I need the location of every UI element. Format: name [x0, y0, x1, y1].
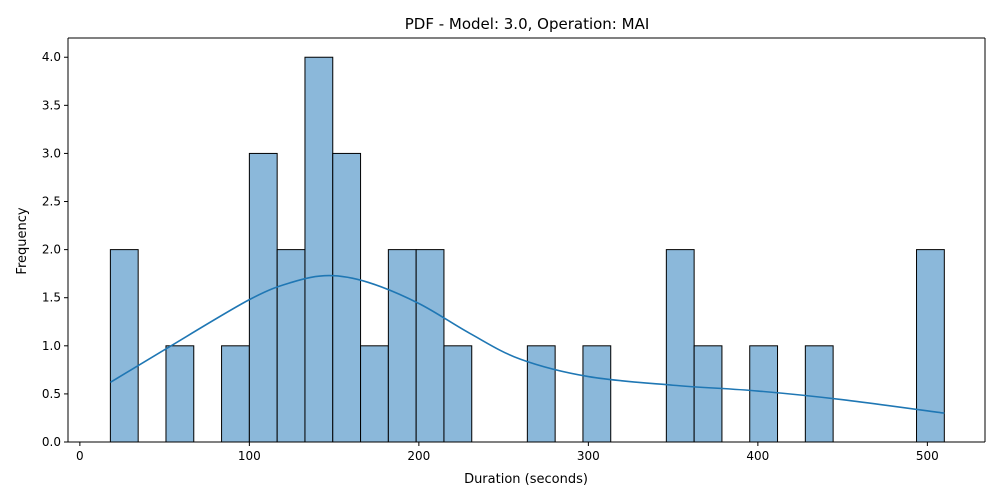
histogram-bar	[276, 249, 306, 443]
histogram-bar	[332, 152, 362, 443]
y-tick-label: 3.5	[42, 98, 61, 112]
y-tick-label: 0.5	[42, 387, 61, 401]
histogram-bar	[304, 56, 334, 443]
y-tick-label: 2.5	[42, 195, 61, 209]
histogram-bar	[804, 345, 834, 443]
axes-layer	[67, 37, 986, 443]
y-tick-label: 1.5	[42, 291, 61, 305]
histogram-bar	[443, 345, 473, 443]
histogram-bar	[165, 345, 195, 443]
x-axis-title: Duration (seconds)	[464, 472, 588, 487]
x-tick-label: 500	[916, 449, 939, 463]
x-tick-label: 400	[746, 449, 769, 463]
y-tick-label: 0.0	[42, 435, 61, 449]
histogram-bar	[360, 345, 389, 443]
histogram-bar	[693, 345, 723, 443]
kde-layer	[109, 274, 945, 414]
y-tick-label: 1.0	[42, 339, 61, 353]
chart-title: PDF - Model: 3.0, Operation: MAI	[405, 15, 650, 33]
x-tick-label: 0	[76, 449, 84, 463]
y-axis-title: Frequency	[15, 207, 30, 274]
histogram-bar	[665, 249, 695, 443]
ticks-layer: 0 100 200 300 400 500 0.0 0.5 1.0 1.5 2.0 2.5 3.0 3.5…	[42, 50, 939, 463]
bars-layer	[109, 56, 945, 443]
histogram-bar	[415, 249, 445, 443]
x-tick-label: 200	[407, 449, 430, 463]
x-tick-label: 100	[238, 449, 261, 463]
histogram-bar	[109, 249, 139, 443]
y-tick-label: 2.0	[42, 243, 61, 257]
histogram-bar	[387, 249, 417, 443]
histogram-bar	[221, 345, 250, 443]
x-tick-label: 300	[577, 449, 600, 463]
histogram-bar	[749, 345, 779, 443]
y-tick-label: 3.0	[42, 146, 61, 160]
histogram-bar	[526, 345, 556, 443]
y-tick-label: 4.0	[42, 50, 61, 64]
kde-curve	[109, 274, 945, 414]
histogram-bar	[582, 345, 612, 443]
